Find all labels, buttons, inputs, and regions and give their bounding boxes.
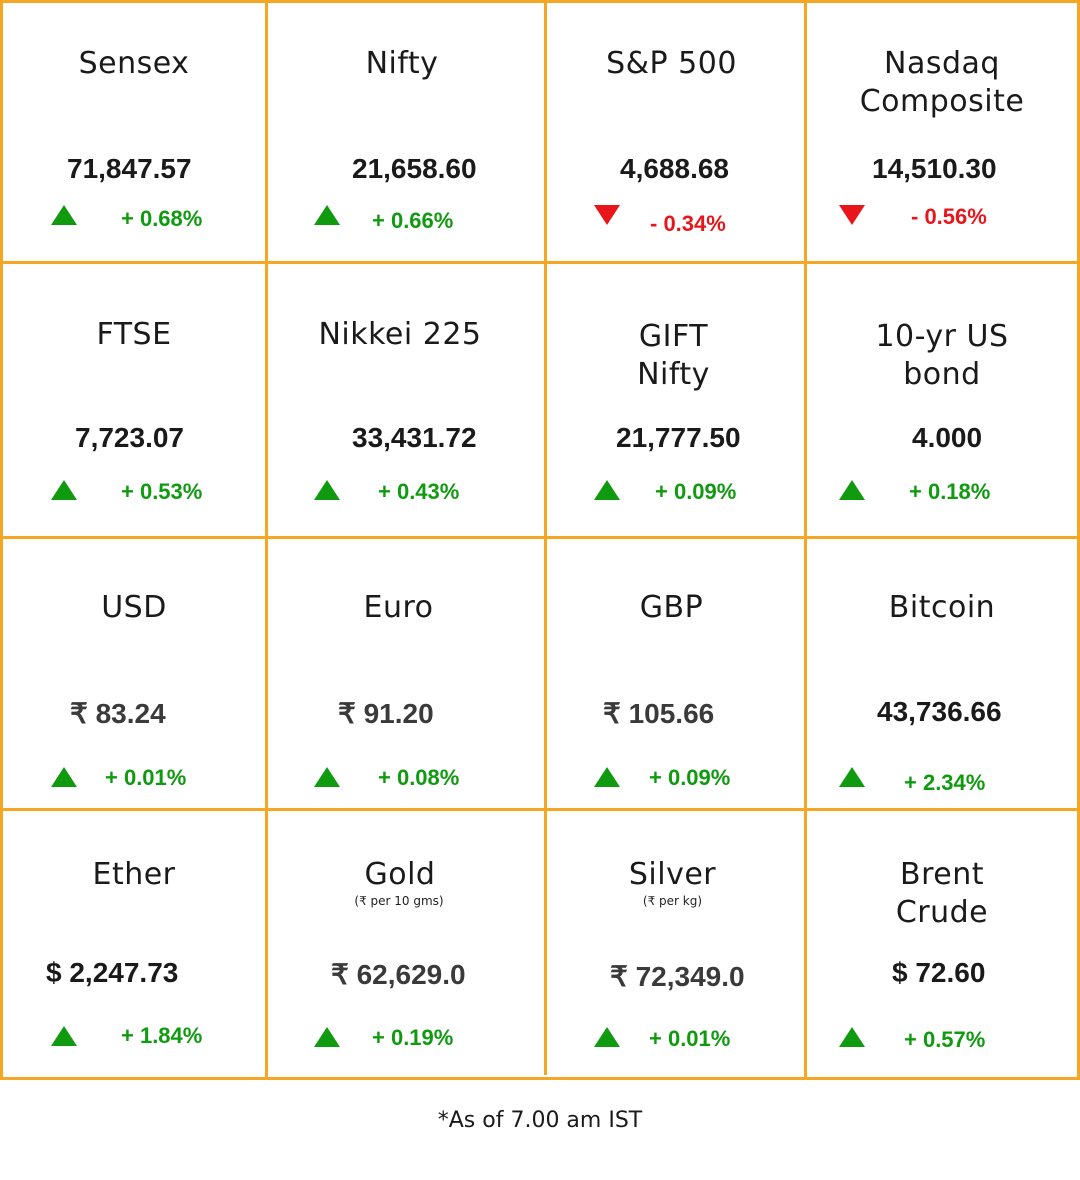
cell-title: Gold (364, 857, 436, 892)
cell-change: + 0.53% (121, 479, 203, 504)
cell-title-line: Nasdaq Composite (859, 46, 1025, 119)
cell-title: 10-yr US bond (807, 318, 1077, 394)
cell-title: Silver (628, 857, 717, 892)
up-arrow-icon (314, 767, 340, 787)
cell-value: ₹ 91.20 (338, 698, 434, 729)
cell-nasdaq: Nasdaq Composite 14,510.30 - 0.56% (807, 3, 1077, 261)
cell-change: + 0.19% (372, 1025, 454, 1050)
cell-value: ₹ 83.24 (70, 698, 166, 729)
cell-title: USD (101, 590, 167, 625)
cell-change: + 0.68% (121, 206, 203, 231)
grid-border-top (0, 0, 1080, 3)
grid-border-col1 (265, 0, 268, 1080)
market-summary-grid: Sensex 71,847.57 + 0.68% Nifty 21,658.60… (0, 0, 1080, 1080)
cell-value: $ 2,247.73 (46, 957, 179, 988)
cell-gbp: GBP ₹ 105.66 + 0.09% (547, 539, 804, 808)
cell-sp500: S&P 500 4,688.68 - 0.34% (547, 3, 804, 261)
cell-value: 7,723.07 (75, 422, 184, 453)
cell-change: + 0.43% (378, 479, 460, 504)
cell-value: 21,658.60 (352, 153, 477, 184)
up-arrow-icon (839, 767, 865, 787)
up-arrow-icon (594, 767, 620, 787)
cell-ether: Ether $ 2,247.73 + 1.84% (3, 811, 265, 1077)
cell-brent-crude: Brent Crude $ 72.60 + 0.57% (807, 811, 1077, 1077)
up-arrow-icon (594, 1027, 620, 1047)
cell-title: Nasdaq Composite (807, 45, 1077, 121)
cell-change: - 0.34% (650, 211, 726, 236)
cell-title-line: Brent Crude (895, 857, 989, 930)
down-arrow-icon (594, 205, 620, 225)
cell-gold: Gold (₹ per 10 gms) ₹ 62,629.0 + 0.19% (268, 811, 544, 1077)
cell-title: S&P 500 (606, 46, 737, 81)
timestamp-note: *As of 7.00 am IST (437, 1108, 643, 1133)
cell-change: + 0.18% (909, 479, 991, 504)
grid-border-row1 (0, 261, 1080, 264)
cell-value: ₹ 62,629.0 (331, 959, 466, 990)
cell-title: Nifty (365, 46, 439, 81)
down-arrow-icon (839, 205, 865, 225)
cell-silver: Silver (₹ per kg) ₹ 72,349.0 + 0.01% (547, 811, 804, 1077)
cell-usd: USD ₹ 83.24 + 0.01% (3, 539, 265, 808)
cell-title: Ether (92, 857, 176, 892)
up-arrow-icon (51, 1026, 77, 1046)
cell-title-line: 10-yr US bond (875, 319, 1009, 392)
cell-value: 71,847.57 (67, 153, 192, 184)
cell-nikkei: Nikkei 225 33,431.72 + 0.43% (268, 264, 544, 536)
cell-title: GIFT Nifty (543, 318, 804, 394)
cell-change: - 0.56% (911, 204, 987, 229)
up-arrow-icon (594, 480, 620, 500)
cell-value: $ 72.60 (892, 957, 986, 988)
cell-title: FTSE (96, 317, 172, 352)
cell-nifty: Nifty 21,658.60 + 0.66% (268, 3, 544, 261)
cell-title: Brent Crude (807, 856, 1077, 932)
cell-change: + 0.57% (904, 1027, 986, 1052)
cell-subtitle: (₹ per 10 gms) (354, 894, 444, 908)
cell-title: Bitcoin (888, 590, 996, 625)
cell-value: 33,431.72 (352, 422, 477, 453)
cell-sensex: Sensex 71,847.57 + 0.68% (3, 3, 265, 261)
cell-title: Nikkei 225 (318, 317, 482, 352)
cell-value: 43,736.66 (877, 696, 1002, 727)
cell-value: 14,510.30 (872, 153, 997, 184)
up-arrow-icon (314, 205, 340, 225)
cell-title: Sensex (78, 46, 190, 81)
cell-value: ₹ 72,349.0 (610, 961, 745, 992)
cell-change: + 0.08% (378, 765, 460, 790)
cell-gift-nifty: GIFT Nifty 21,777.50 + 0.09% (547, 264, 804, 536)
cell-change: + 1.84% (121, 1023, 203, 1048)
cell-change: + 2.34% (904, 770, 986, 795)
cell-value: 4,688.68 (620, 153, 729, 184)
cell-change: + 0.01% (105, 765, 187, 790)
grid-border-col2 (544, 0, 547, 1075)
cell-title: GBP (639, 590, 704, 625)
cell-change: + 0.01% (649, 1026, 731, 1051)
up-arrow-icon (51, 767, 77, 787)
cell-us-bond: 10-yr US bond 4.000 + 0.18% (807, 264, 1077, 536)
up-arrow-icon (314, 1027, 340, 1047)
cell-title: Euro (363, 590, 434, 625)
cell-change: + 0.09% (655, 479, 737, 504)
cell-change: + 0.66% (372, 208, 454, 233)
up-arrow-icon (839, 1027, 865, 1047)
up-arrow-icon (51, 480, 77, 500)
cell-value: 21,777.50 (616, 422, 741, 453)
cell-euro: Euro ₹ 91.20 + 0.08% (268, 539, 544, 808)
cell-title-line: GIFT Nifty (637, 319, 710, 392)
up-arrow-icon (839, 480, 865, 500)
cell-value: 4.000 (912, 422, 983, 453)
grid-border-bottom (0, 1077, 1080, 1080)
grid-border-row3 (0, 808, 1080, 811)
grid-border-right (1077, 0, 1080, 1080)
cell-change: + 0.09% (649, 765, 731, 790)
up-arrow-icon (314, 480, 340, 500)
cell-value: ₹ 105.66 (603, 698, 715, 729)
grid-border-row2 (0, 536, 1080, 539)
cell-ftse: FTSE 7,723.07 + 0.53% (3, 264, 265, 536)
up-arrow-icon (51, 205, 77, 225)
cell-subtitle: (₹ per kg) (642, 894, 703, 908)
grid-border-col3 (804, 0, 807, 1080)
cell-bitcoin: Bitcoin 43,736.66 + 2.34% (807, 539, 1077, 808)
grid-border-left (0, 0, 3, 1080)
